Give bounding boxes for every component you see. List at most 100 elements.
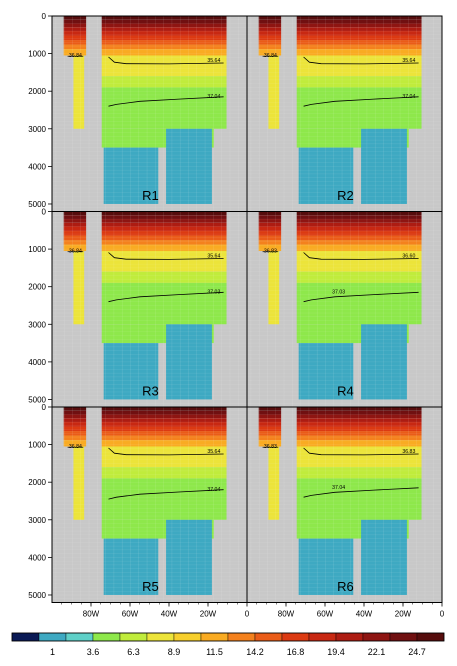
deep-basin (166, 324, 212, 400)
water-band (101, 410, 227, 415)
water-band (296, 410, 422, 415)
water-band (296, 35, 422, 41)
x-tick-label: 20W (200, 610, 217, 619)
colorbar-swatch (281, 632, 310, 642)
water-band (296, 478, 422, 520)
water-band (296, 414, 422, 419)
water-band (296, 87, 422, 129)
contour-label: 36.60 (402, 254, 415, 260)
water-band (296, 49, 422, 56)
water-band (101, 235, 227, 241)
contour-label: 35.64 (402, 58, 415, 64)
contour-label: 35.64 (207, 58, 220, 64)
water-band (296, 240, 422, 245)
deep-basin (361, 324, 407, 400)
water-band (101, 27, 227, 32)
water-band (258, 407, 282, 411)
water-band (258, 219, 282, 223)
deep-basin (166, 128, 212, 204)
water-band (101, 446, 227, 468)
water-band (101, 76, 227, 88)
water-band (101, 31, 227, 36)
water-band (296, 244, 422, 251)
x-tick-label: 40W (161, 610, 178, 619)
x-tick-label: 0 (245, 610, 250, 619)
y-tick-label: 0 (42, 208, 47, 217)
y-tick-label: 2000 (28, 283, 46, 292)
water-band (258, 240, 282, 245)
contour-line (303, 447, 419, 456)
contour-line (303, 291, 419, 303)
water-band (63, 35, 87, 41)
contour-line (303, 487, 419, 498)
contour-label: 36.83 (264, 444, 277, 450)
contour-label: 37.04 (207, 94, 220, 100)
contour-line (108, 447, 224, 456)
water-band (63, 44, 87, 50)
colorbar-swatch (173, 632, 202, 642)
y-tick-label: 3000 (28, 516, 46, 525)
water-band (296, 446, 422, 468)
water-band (296, 215, 422, 220)
water-band (73, 250, 85, 325)
y-tick-label: 4000 (28, 162, 46, 171)
water-band (258, 231, 282, 236)
water-band (258, 16, 282, 20)
deep-basin (103, 147, 159, 204)
water-band (101, 231, 227, 236)
water-band (296, 407, 422, 411)
water-band (296, 76, 422, 88)
water-band (101, 422, 227, 427)
water-band (101, 478, 227, 520)
deep-basin (298, 343, 354, 400)
contour-line (108, 489, 224, 500)
water-band (101, 211, 227, 216)
x-tick-label: 80W (83, 610, 100, 619)
deep-basin (361, 519, 407, 595)
water-band (296, 235, 422, 241)
water-band (101, 19, 227, 24)
deep-basin (166, 519, 212, 595)
water-band (296, 431, 422, 436)
water-band (258, 27, 282, 32)
deep-basin (103, 343, 159, 400)
water-band (258, 435, 282, 441)
colorbar-label: 24.7 (408, 647, 426, 657)
water-band (101, 215, 227, 220)
panel-R1: 36.84 35.64 37.04 R1 0 1000 2000 3000 4000 5000 (28, 12, 248, 212)
water-band (296, 219, 422, 223)
colorbar-label: 8.9 (168, 647, 181, 657)
water-band (258, 23, 282, 28)
y-tick-label: 2000 (28, 87, 46, 96)
contour-line (108, 56, 224, 65)
water-band (63, 235, 87, 241)
y-tick-label: 2000 (28, 478, 46, 487)
y-tick-label: 5000 (28, 591, 46, 600)
water-band (101, 55, 227, 77)
water-band (63, 16, 87, 20)
panel-label: R4 (337, 384, 354, 399)
water-band (258, 244, 282, 251)
colorbar-swatch (308, 632, 337, 642)
colorbar-swatch (254, 632, 283, 642)
water-band (296, 226, 422, 232)
colorbar-label: 3.6 (87, 647, 100, 657)
y-tick-label: 4000 (28, 358, 46, 367)
water-band (258, 31, 282, 36)
contour-label: 36.84 (69, 53, 82, 59)
water-band (101, 240, 227, 245)
water-band (101, 271, 227, 283)
water-band (101, 467, 227, 479)
contour-label: 37.04 (402, 94, 415, 100)
water-band (101, 23, 227, 28)
water-band (101, 49, 227, 56)
water-band (63, 426, 87, 432)
water-band (296, 426, 422, 432)
y-tick-label: 1000 (28, 50, 46, 59)
panel-label: R5 (142, 579, 159, 594)
water-band (296, 440, 422, 447)
water-band (101, 250, 227, 272)
water-band (296, 422, 422, 427)
colorbar-swatch (227, 632, 256, 642)
water-band (258, 211, 282, 216)
